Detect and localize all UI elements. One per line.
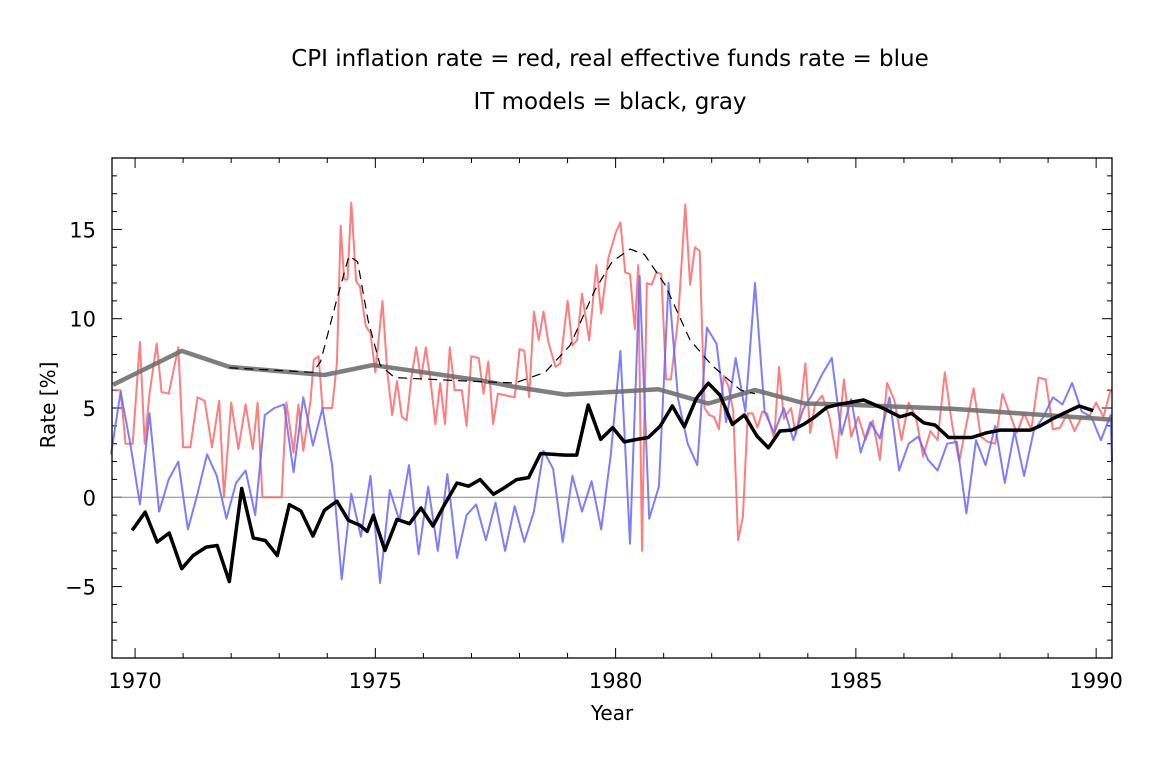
- y-tick-label: 15: [69, 218, 96, 242]
- chart-title-line-2: IT models = black, gray: [473, 89, 746, 115]
- series-real-rate-line: [110, 274, 1113, 584]
- series-model-gray-line: [112, 348, 1113, 422]
- y-tick-label: −5: [65, 576, 96, 600]
- series-dashed-line: [229, 248, 756, 395]
- x-axis-label: Year: [590, 701, 634, 725]
- axis-ticks: 1970 1975 1980 1985 1990 −5 0 5 10 15: [65, 157, 1123, 693]
- y-tick-label: 5: [83, 397, 96, 421]
- x-tick-label: 1970: [108, 669, 161, 693]
- y-tick-label: 0: [83, 486, 96, 510]
- x-tick-label: 1985: [829, 669, 882, 693]
- series-cpi-line: [113, 201, 1112, 552]
- x-tick-label: 1990: [1069, 669, 1122, 693]
- plot-frame: [111, 157, 1113, 659]
- series-model-black-line: [130, 381, 1094, 584]
- chart-title-line-1: CPI inflation rate = red, real effective…: [291, 46, 929, 72]
- series-layer: [110, 201, 1113, 584]
- y-axis-label: Rate [%]: [36, 362, 60, 449]
- x-tick-label: 1975: [349, 669, 402, 693]
- x-tick-label: 1980: [589, 669, 642, 693]
- y-tick-label: 10: [69, 308, 96, 332]
